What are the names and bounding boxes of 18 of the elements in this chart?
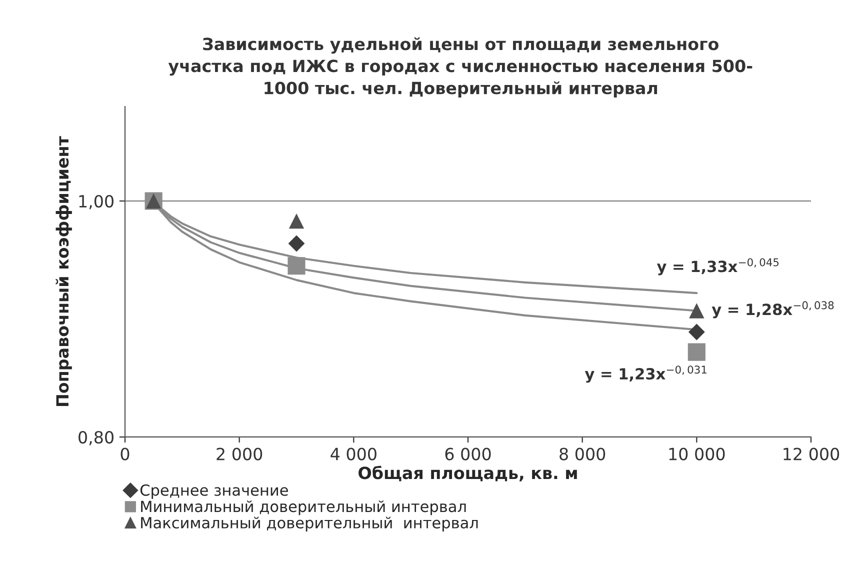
annotation: y = 1,28x$^{−0,038}$ [712, 301, 834, 318]
annotation: y = 1,33x$^{−0,045}$ [656, 258, 779, 276]
x-tick-label: 8 000 [560, 448, 606, 460]
legend-label: Максимальный доверительный интервал [141, 516, 478, 532]
y-axis-title: Поправочный коэффициент [56, 136, 72, 406]
x-tick-label: 12 000 [784, 448, 840, 460]
y-tick-label: 0,80 [78, 430, 114, 446]
y-tick-label: 1,00 [79, 194, 114, 210]
legend-label: Минимальный доверительный интервал [141, 500, 466, 516]
annotation: y = 1,23x$^{−0,031}$ [584, 366, 706, 383]
chart-title: Зависимость удельной цены от площади земельного участка под ИЖС в городах с численностью населения 500- 1000 тыс. чел. Доверительный интервал [168, 37, 752, 98]
x-tick-label: 6 000 [445, 448, 491, 460]
x-axis-title: Общая площадь, кв. м [358, 466, 577, 482]
legend-label: Среднее значение [140, 484, 288, 499]
x-tick-label: 4 000 [330, 448, 376, 460]
x-tick-label: 10 000 [669, 448, 725, 460]
x-tick-label: 2 000 [216, 448, 262, 460]
x-tick-label: 0 [120, 448, 130, 460]
